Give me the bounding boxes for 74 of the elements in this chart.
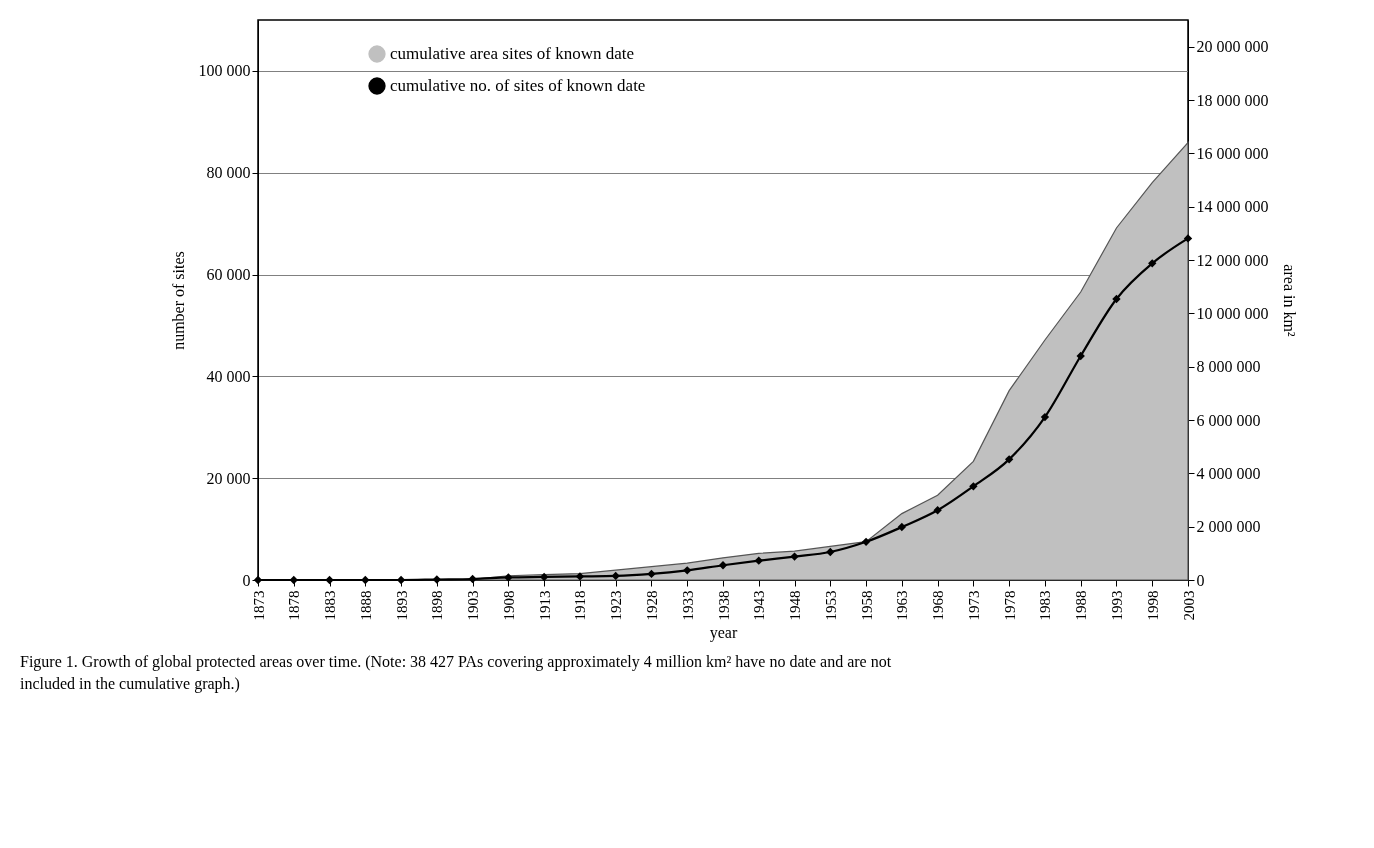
x-axis-title: year (709, 623, 738, 642)
x-tick-label: 1953 (822, 590, 839, 621)
x-tick-label: 1923 (608, 590, 625, 621)
y-axis-title: number of sites (169, 251, 187, 350)
point (683, 566, 692, 575)
y-tick-label: 60 000 (206, 266, 251, 284)
x-tick-label: 1963 (894, 590, 911, 621)
x-tick-label: 1918 (572, 590, 589, 621)
point (504, 573, 513, 582)
x-tick-label: 1968 (930, 590, 947, 621)
y2-tick-label: 8 000 000 (1196, 358, 1261, 376)
x-tick-label: 1898 (429, 590, 446, 621)
point (289, 575, 298, 585)
x-tick-label: 1978 (1001, 590, 1018, 621)
x-tick-label: 1933 (679, 590, 696, 621)
point (1040, 412, 1050, 422)
point (790, 552, 799, 561)
y2-tick-label: 14 000 000 (1196, 198, 1269, 216)
x-tick-label: 1988 (1073, 590, 1090, 621)
point (361, 575, 370, 585)
point (861, 537, 871, 546)
x-tick-label: 2003 (1180, 590, 1197, 621)
point (969, 482, 978, 491)
x-tick-label: 1973 (965, 590, 982, 621)
point (1183, 234, 1193, 243)
point (611, 571, 620, 581)
y2-tick-label: 4 000 000 (1196, 464, 1261, 482)
point (575, 572, 585, 581)
y2-tick-label: 20 000 000 (1196, 38, 1269, 56)
point (468, 574, 477, 584)
y2-axis-title: area in km² (1280, 264, 1298, 337)
point (432, 575, 442, 584)
point (1112, 294, 1121, 304)
point (933, 506, 942, 515)
point (647, 569, 656, 579)
x-tick-label: 1928 (643, 590, 660, 621)
point (1076, 351, 1085, 361)
y2-tick-label: 10 000 000 (1196, 304, 1269, 322)
caption: Figure 1. Growth of global protected areas over time. (Note: 38 427 PAs covering approximately 4 million km² have no date and are not included in the cumulative graph.) (20, 653, 892, 693)
x-tick-label: 1893 (393, 590, 410, 621)
point (1148, 259, 1157, 268)
y2-tick-label: 16 000 000 (1196, 144, 1269, 162)
y2-tick-label: 6 000 000 (1196, 411, 1261, 429)
legend-label: cumulative no. of sites of known date (390, 76, 646, 95)
x-tick-label: 1878 (286, 590, 303, 621)
y-tick-label: 100 000 (198, 62, 251, 80)
y-tick-label: 0 (242, 571, 251, 589)
x-tick-label: 1983 (1037, 590, 1054, 621)
x-tick-label: 1873 (250, 590, 267, 621)
x-tick-label: 1883 (322, 590, 339, 621)
point (897, 522, 907, 532)
y2-tick-label: 2 000 000 (1196, 518, 1261, 536)
point (754, 556, 763, 565)
point (826, 547, 835, 557)
x-tick-label: 1908 (500, 590, 517, 621)
x-tick-label: 1943 (751, 590, 768, 621)
y-tick-label: 20 000 (206, 469, 251, 487)
x-tick-label: 1938 (715, 590, 732, 621)
point (325, 575, 334, 585)
x-tick-label: 1998 (1144, 590, 1161, 621)
y-tick-label: 80 000 (206, 164, 251, 182)
x-tick-label: 1913 (536, 590, 553, 621)
point (1004, 455, 1014, 464)
y-tick-label: 40 000 (206, 367, 251, 385)
x-tick-label: 1903 (465, 590, 482, 621)
x-tick-label: 1958 (858, 590, 875, 621)
x-tick-label: 1888 (357, 590, 374, 621)
y2-tick-label: 18 000 000 (1196, 91, 1269, 109)
legend-label: cumulative area sites of known date (390, 44, 635, 63)
x-tick-label: 1993 (1108, 590, 1125, 621)
x-tick-label: 1948 (787, 590, 804, 621)
point (718, 561, 728, 570)
y2-tick-label: 0 (1196, 571, 1205, 589)
y2-tick-label: 12 000 000 (1196, 251, 1269, 269)
